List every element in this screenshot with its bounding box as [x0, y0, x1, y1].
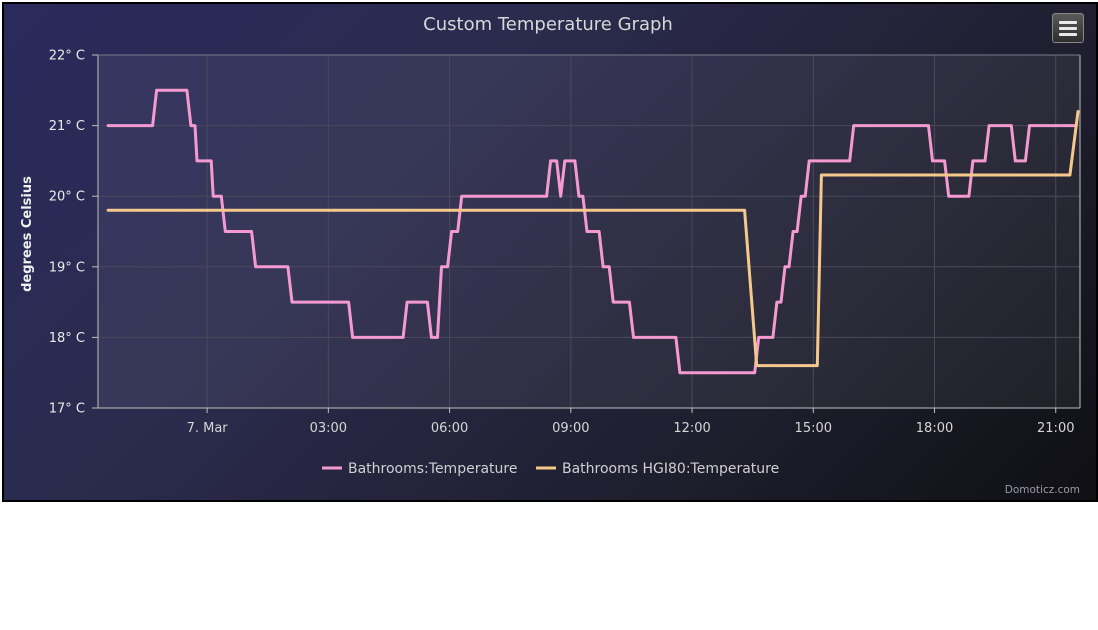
x-tick-label: 7. Mar [187, 421, 229, 436]
menu-bar-icon [1059, 32, 1077, 36]
y-tick-label: 19° C [49, 260, 85, 275]
credits-link[interactable]: Domoticz.com [1005, 484, 1080, 496]
legend-item-1[interactable]: Bathrooms:Temperature [322, 461, 517, 477]
legend-item-2[interactable]: Bathrooms HGI80:Temperature [536, 461, 779, 477]
x-tick-label: 09:00 [552, 421, 589, 436]
legend-label: Bathrooms:Temperature [348, 461, 517, 477]
y-tick-label: 17° C [49, 402, 85, 417]
menu-bar-icon [1059, 26, 1077, 30]
legend-label: Bathrooms HGI80:Temperature [562, 461, 779, 477]
menu-bar-icon [1059, 20, 1077, 24]
y-tick-label: 21° C [49, 119, 85, 134]
series-line-2 [106, 110, 1080, 368]
chart-panel: Custom Temperature Graph degrees Celsius… [2, 2, 1098, 502]
chart-title: Custom Temperature Graph [423, 14, 673, 35]
y-tick-label: 18° C [49, 331, 85, 346]
temperature-chart: Custom Temperature Graph degrees Celsius… [20, 14, 1081, 496]
x-tick-label: 21:00 [1037, 421, 1074, 436]
x-tick-label: 03:00 [310, 421, 347, 436]
series-lines [106, 88, 1080, 375]
x-tick-label: 15:00 [795, 421, 832, 436]
series-line-1 [106, 88, 1078, 375]
y-axis-label: degrees Celsius [20, 176, 35, 292]
y-tick-label: 22° C [49, 49, 85, 64]
legend[interactable]: Bathrooms:Temperature Bathrooms HGI80:Tem… [322, 461, 779, 477]
y-tick-label: 20° C [49, 190, 85, 205]
axes: 17° C 18° C 19° C 20° C 21° C 22° C 7. Mar 03:0… [49, 49, 1081, 436]
x-tick-label: 12:00 [673, 421, 710, 436]
x-tick-label: 06:00 [431, 421, 468, 436]
chart-menu-button[interactable] [1052, 13, 1084, 43]
x-tick-label: 18:00 [916, 421, 953, 436]
